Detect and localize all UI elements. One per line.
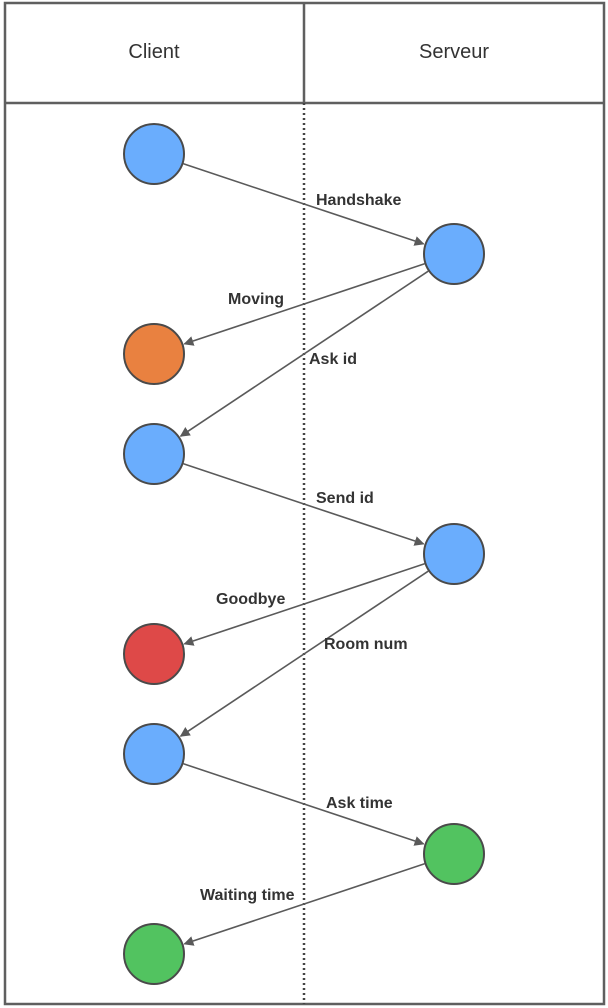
label-handshake: Handshake [316, 192, 401, 209]
arrow-room-num [179, 570, 429, 737]
label-moving: Moving [228, 291, 284, 308]
label-waiting-time: Waiting time [200, 887, 295, 904]
arrow-handshake [183, 163, 425, 246]
node-server-1 [423, 223, 485, 285]
node-client-2 [123, 323, 185, 385]
arrow-goodbye [183, 563, 425, 646]
node-client-3 [123, 423, 185, 485]
arrow-waiting-time [183, 863, 425, 946]
arrow-send-id [183, 463, 425, 546]
arrow-moving [183, 263, 425, 346]
label-goodbye: Goodbye [216, 591, 285, 608]
arrow-ask-id [179, 270, 429, 437]
label-send-id: Send id [316, 490, 374, 507]
arrow-ask-time [183, 763, 425, 846]
label-ask-id: Ask id [309, 351, 357, 368]
message-arrows [179, 163, 429, 946]
node-client-6 [123, 923, 185, 985]
node-client-4 [123, 623, 185, 685]
lane-title-server: Serveur [419, 41, 489, 63]
node-server-3 [423, 823, 485, 885]
message-labels: Handshake Moving Ask id Send id Goodbye … [200, 192, 408, 904]
nodes [123, 123, 485, 985]
node-client-5 [123, 723, 185, 785]
label-ask-time: Ask time [326, 795, 393, 812]
lane-title-client: Client [128, 41, 180, 63]
node-server-2 [423, 523, 485, 585]
node-client-1 [123, 123, 185, 185]
label-room-num: Room num [324, 636, 408, 653]
